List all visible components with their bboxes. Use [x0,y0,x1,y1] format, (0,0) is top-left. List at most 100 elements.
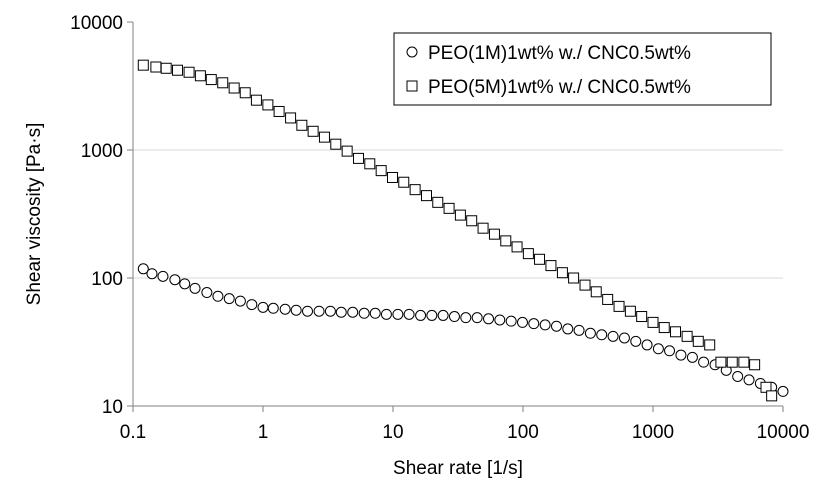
series-1-point [505,315,517,327]
y-tick-label: 10000 [70,13,123,34]
series-2-point [386,171,398,183]
series-1-point [179,278,191,290]
series-1-point [460,312,472,324]
series-2-point [602,293,614,305]
series-2-point [353,152,365,164]
y-tick-label: 100 [91,269,123,290]
y-tick-label: 1000 [81,141,123,162]
series-2-point [738,356,750,368]
series-1-point [641,339,653,351]
series-1-point [686,351,698,363]
series-2-point [307,125,319,137]
series-2-point [454,209,466,221]
legend: PEO(1M)1wt% w./ CNC0.5wt% PEO(5M)1wt% w./… [393,32,772,106]
series-1-point [380,308,392,320]
series-2-point [160,62,172,74]
series-2-point [670,326,682,338]
series-2-point [239,87,251,99]
series-1-point [358,307,370,319]
series-2-point [150,61,162,73]
series-2-point [194,70,206,82]
series-1-point [573,324,585,336]
series-2-point [420,190,432,202]
series-2-point [766,390,778,402]
series-1-point [596,329,608,341]
y-tick-label: 10 [102,397,123,418]
series-2-point [500,235,512,247]
series-1-point [516,316,528,328]
series-1-point [246,299,258,311]
legend-label-1: PEO(1M)1wt% w./ CNC0.5wt% [428,43,691,64]
series-1-point [562,323,574,335]
series-2-point [375,165,387,177]
series-2-point [364,158,376,170]
series-1-point [675,349,687,361]
series-1-point [528,318,540,330]
x-tick-label: 1 [258,422,269,443]
series-1-point [201,287,213,299]
series-1-point [471,312,483,324]
series-1-point [584,327,596,339]
series-2-point [556,267,568,279]
series-1-point [732,371,744,383]
series-1-point [494,314,506,326]
series-1-point [347,306,359,318]
series-2-point [590,286,602,298]
x-axis-title: Shear rate [1/s] [393,458,523,479]
series-2-point [704,339,716,351]
series-2-point [568,272,580,284]
series-2 [137,59,778,402]
series-1-point [267,302,279,314]
series-2-point [624,305,636,317]
series-2-point [432,196,444,208]
series-2-point [262,99,274,111]
series-2-point [217,77,229,89]
series-1 [137,263,789,397]
series-1-point [169,274,181,286]
series-1-point [223,293,235,305]
series-1-point [335,306,347,318]
series-2-point [715,356,727,368]
legend-label-2: PEO(5M)1wt% w./ CNC0.5wt% [428,77,691,98]
series-2-point [488,228,500,240]
series-1-point [743,374,755,386]
series-1-point [369,307,381,319]
series-2-point [318,131,330,143]
series-1-point [257,301,269,313]
series-2-point [205,74,217,86]
series-2-point [534,253,546,265]
series-1-point [157,270,169,282]
series-1-point [403,308,415,320]
series-1-point [618,332,630,344]
series-1-point [234,295,246,307]
series-2-point [749,359,761,371]
series-2-point [726,356,738,368]
x-tick-label: 10000 [757,422,810,443]
series-2-point [760,381,772,393]
series-1-point [279,303,291,315]
series-1-point [550,320,562,332]
series-2-point [545,260,557,272]
series-2-point [647,316,659,328]
series-1-point [777,385,789,397]
series-2-point [466,215,478,227]
series-1-point [483,313,495,325]
series-1-point [189,282,201,294]
series-1-point [302,305,314,317]
series-1-point [415,309,427,321]
series-2-point [137,59,149,71]
legend-marker-1 [406,46,418,58]
x-tick-label: 0.1 [120,422,146,443]
series-2-point [636,311,648,323]
series-1-point [652,343,664,355]
series-2-point [658,322,670,334]
series-2-point [330,138,342,150]
series-1-point [137,263,149,275]
series-1-point [212,290,224,302]
y-axis-title: Shear viscosity [Pa·s] [24,123,45,306]
series-2-point [398,176,410,188]
series-1-point [607,330,619,342]
series-2-point [681,330,693,342]
